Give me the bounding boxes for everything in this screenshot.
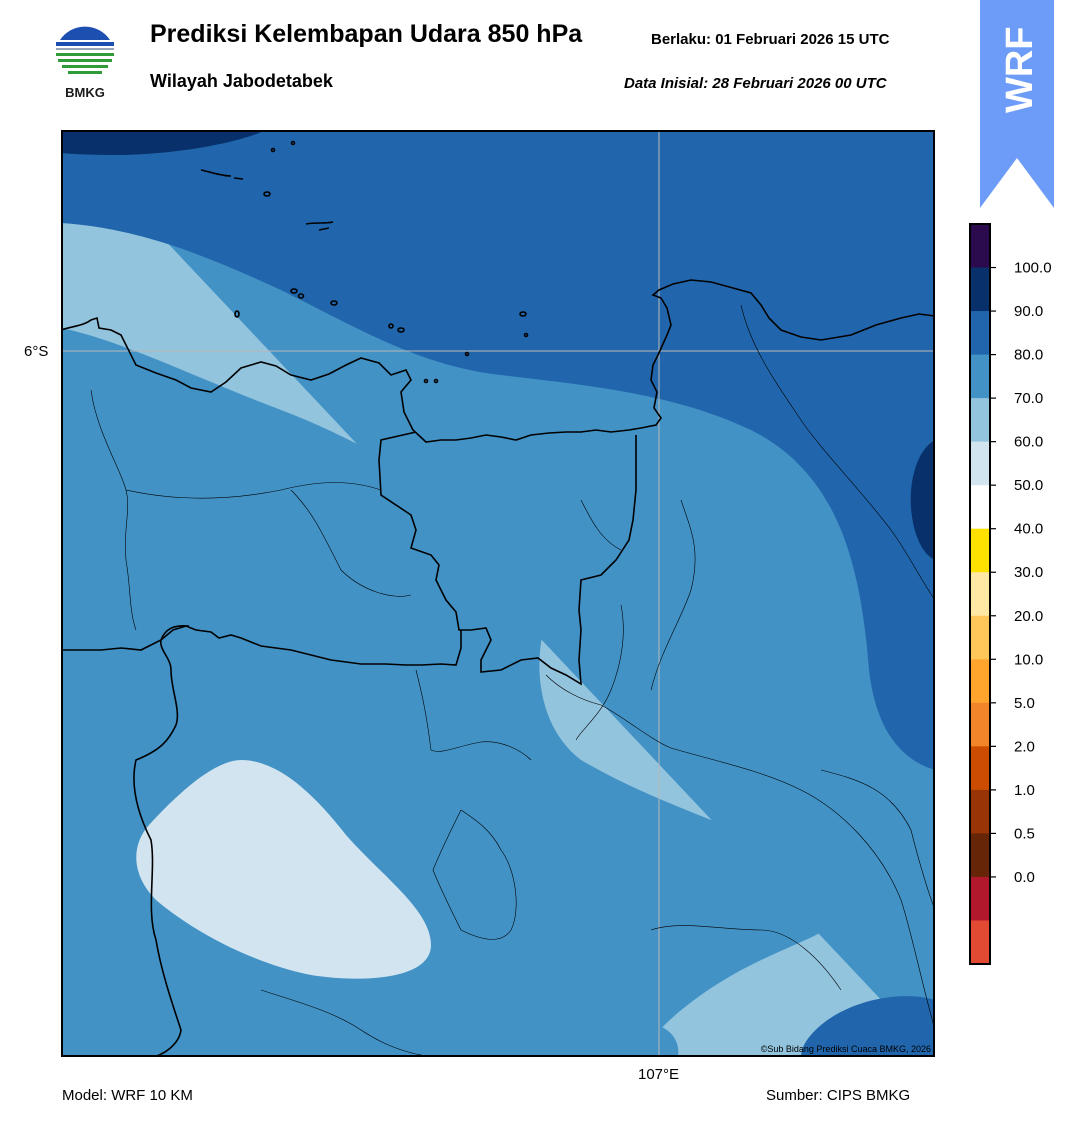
colorbar-swatch (970, 702, 990, 747)
map-copyright: ©Sub Bidang Prediksi Cuaca BMKG, 2026 (761, 1044, 931, 1054)
colorbar-swatch (970, 267, 990, 312)
wrf-badge: WRF (980, 0, 1054, 208)
colorbar-swatches (970, 224, 990, 965)
wrf-badge-text: WRF (999, 26, 1041, 113)
colorbar-swatch (970, 398, 990, 443)
fill-50-60 (136, 760, 431, 979)
colorbar: 100.0 90.0 80.0 70.0 60.0 50.0 40.0 30.0 20.0 10.… (969, 223, 1052, 965)
init-time: Data Inisial: 28 Februari 2026 00 UTC (624, 75, 887, 92)
valid-time: Berlaku: 01 Februari 2026 15 UTC (651, 31, 890, 48)
model-label: Model: WRF 10 KM (62, 1087, 193, 1104)
colorbar-tick-label: 0.0 (1014, 869, 1035, 886)
fill-70-80-s (605, 1023, 679, 1057)
fill-80-90-se (801, 996, 935, 1057)
logo-text: BMKG (65, 85, 105, 100)
colorbar-tick-label: 40.0 (1014, 521, 1043, 538)
thousand-islands (200, 140, 529, 384)
colorbar-swatch (970, 876, 990, 921)
province-boundary (378, 431, 637, 686)
colorbar-tick-label: 30.0 (1014, 564, 1043, 581)
map-frame (61, 130, 935, 1057)
colorbar-swatch (970, 615, 990, 660)
colorbar-swatch (970, 311, 990, 356)
colorbar-tick-label: 60.0 (1014, 434, 1043, 451)
colorbar-tick-label: 20.0 (1014, 608, 1043, 625)
lon-tick-label: 107°E (638, 1066, 680, 1083)
colorbar-tick-label: 0.5 (1014, 825, 1035, 842)
colorbar-tick-label: 10.0 (1014, 651, 1043, 668)
colorbar-frame (969, 223, 991, 965)
colorbar-tick-label: 50.0 (1014, 477, 1043, 494)
map-subtitle: Wilayah Jabodetabek (150, 71, 333, 91)
colorbar-swatch (970, 572, 990, 617)
colorbar-swatch (970, 659, 990, 704)
colorbar-swatch (970, 528, 990, 573)
colorbar-tick-label: 80.0 (1014, 347, 1043, 364)
colorbar-tick-label: 90.0 (1014, 303, 1043, 320)
colorbar-ticks: 100.0 90.0 80.0 70.0 60.0 50.0 40.0 30.0 20.0 10.… (990, 260, 1052, 886)
fill-80-90 (61, 130, 935, 770)
colorbar-swatch (970, 224, 990, 269)
humidity-map: ©Sub Bidang Prediksi Cuaca BMKG, 2026 (61, 130, 935, 1057)
coastline (61, 279, 935, 443)
source-label: Sumber: CIPS BMKG (766, 1087, 911, 1104)
map-title: Prediksi Kelembapan Udara 850 hPa (150, 20, 583, 48)
regency-boundary (90, 304, 935, 1057)
logo-sky-icon (60, 26, 110, 40)
lat-tick-label: 6°S (24, 343, 49, 360)
colorbar-tick-label: 5.0 (1014, 695, 1035, 712)
colorbar-swatch (970, 485, 990, 530)
fill-90-100-e (910, 440, 935, 560)
fill-90-100-nw (61, 130, 266, 155)
colorbar-tick-label: 70.0 (1014, 390, 1043, 407)
province-boundary-west (61, 624, 462, 1057)
colorbar-tick-label: 100.0 (1014, 260, 1052, 277)
colorbar-swatch (970, 833, 990, 878)
colorbar-tick-label: 1.0 (1014, 782, 1035, 799)
bmkg-logo: BMKG (55, 22, 115, 100)
colorbar-tick-label: 2.0 (1014, 738, 1035, 755)
colorbar-swatch (970, 441, 990, 486)
colorbar-swatch (970, 789, 990, 834)
colorbar-swatch (970, 746, 990, 791)
colorbar-swatch (970, 920, 990, 965)
colorbar-swatch (970, 354, 990, 399)
